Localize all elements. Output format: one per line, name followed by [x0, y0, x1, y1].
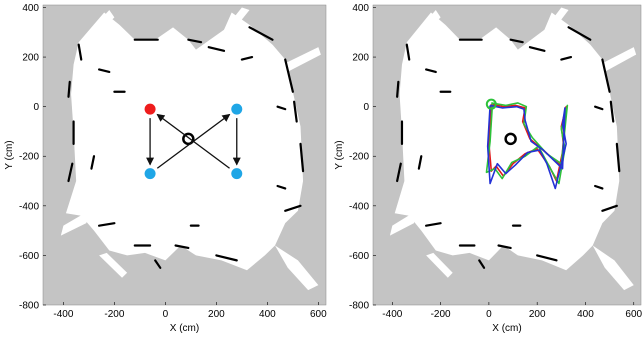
x-tick-label: 400 — [259, 309, 276, 320]
obstacle-wall — [299, 142, 305, 173]
obstacle-wall — [417, 155, 423, 170]
obstacle-wall — [425, 68, 437, 74]
route-arrow — [156, 113, 230, 169]
axes-frame — [42, 4, 327, 306]
x-tick-label: -400 — [382, 309, 402, 320]
obstacle-wall — [594, 105, 604, 111]
start-marker — [485, 98, 497, 110]
obstacle-wall — [615, 142, 621, 173]
y-tick-label: -800 — [349, 301, 369, 312]
free-streak — [275, 245, 319, 291]
obstacle-wall — [293, 100, 298, 123]
obstacle-wall — [567, 26, 592, 41]
obstacle-wall — [240, 55, 254, 61]
obstacle-wall — [509, 38, 524, 44]
free-streak — [416, 9, 441, 38]
y-tick-label: -600 — [19, 251, 39, 262]
y-tick-label: -600 — [349, 251, 369, 262]
waypoint — [144, 168, 156, 180]
y-tick-label: 0 — [33, 102, 39, 113]
y-tick-label: -400 — [349, 201, 369, 212]
x-tick-label: 200 — [208, 309, 225, 320]
axes-frame — [372, 4, 642, 306]
obstacle-wall — [396, 162, 402, 183]
obstacle-wall — [67, 80, 71, 98]
y-tick-label: -400 — [19, 201, 39, 212]
left-map-panel: -400 -200 0 200 400 600 400 200 0 -200 -400 -600 -80… — [4, 3, 327, 334]
obstacle-wall — [497, 244, 512, 250]
x-tick-label: 200 — [529, 309, 546, 320]
x-tick-label: -200 — [431, 309, 451, 320]
obstacle-wall — [276, 105, 287, 111]
central-obstacle — [504, 132, 517, 146]
y-tick-label: -200 — [19, 152, 39, 163]
obstacle-wall — [90, 155, 96, 170]
obstacle-wall — [154, 259, 162, 269]
right-map-panel: -400 -200 0 200 400 600 400 200 0 -200 -400 -600 -80… — [334, 3, 643, 334]
obstacle-wall — [248, 26, 274, 41]
central-obstacle — [182, 132, 195, 146]
free-streak — [426, 252, 453, 278]
x-tick-label: -200 — [104, 309, 124, 320]
x-axis-label: X (cm) — [170, 323, 199, 334]
y-tick-label: 200 — [352, 53, 369, 64]
obstacle-wall — [560, 55, 573, 61]
x-tick-label: 600 — [625, 309, 642, 320]
y-tick-label: 400 — [22, 3, 39, 14]
x-tick-label: 600 — [310, 309, 327, 320]
obstacle-wall — [207, 46, 226, 52]
x-tick-label: 0 — [163, 309, 169, 320]
free-streak — [88, 9, 115, 38]
obstacle-wall — [97, 68, 111, 74]
free-streak — [60, 210, 89, 236]
obstacle-wall — [425, 222, 442, 227]
free-streak — [99, 252, 128, 278]
free-streak — [592, 245, 634, 291]
y-axis-label: Y (cm) — [334, 140, 345, 169]
trajectory-blue — [486, 104, 567, 190]
obstacle-wall — [528, 46, 546, 52]
x-tick-label: -400 — [53, 309, 73, 320]
obstacle-wall — [215, 254, 238, 262]
obstacle-wall — [601, 58, 611, 93]
x-tick-label: 0 — [486, 309, 492, 320]
free-streak — [595, 47, 637, 75]
y-tick-label: -200 — [349, 152, 369, 163]
y-tick-label: 400 — [352, 3, 369, 14]
free-streak — [224, 7, 250, 33]
obstacle-wall — [396, 80, 400, 98]
y-tick-label: -800 — [19, 301, 39, 312]
waypoint — [231, 103, 243, 115]
obstacle-wall — [609, 100, 615, 123]
free-streak — [389, 210, 417, 236]
obstacle-wall — [594, 184, 604, 190]
obstacle-wall — [97, 222, 116, 227]
free-streak — [277, 47, 321, 75]
x-tick-label: 400 — [577, 309, 594, 320]
obstacle-wall — [478, 259, 486, 269]
obstacle-wall — [284, 204, 302, 212]
y-tick-label: 200 — [22, 53, 39, 64]
obstacle-wall — [601, 204, 618, 212]
y-tick-label: 0 — [363, 102, 369, 113]
start-waypoint — [144, 103, 156, 115]
obstacle-wall — [174, 244, 190, 250]
obstacle-wall — [405, 43, 411, 61]
obstacle-wall — [276, 184, 287, 190]
obstacle-wall — [536, 254, 558, 262]
obstacle-wall — [77, 43, 83, 61]
y-axis-label: Y (cm) — [4, 140, 15, 169]
obstacle-wall — [284, 58, 294, 93]
obstacle-wall — [67, 162, 74, 183]
waypoint — [231, 168, 243, 180]
free-streak — [544, 7, 569, 33]
obstacle-wall — [187, 38, 203, 44]
x-axis-label: X (cm) — [492, 323, 521, 334]
